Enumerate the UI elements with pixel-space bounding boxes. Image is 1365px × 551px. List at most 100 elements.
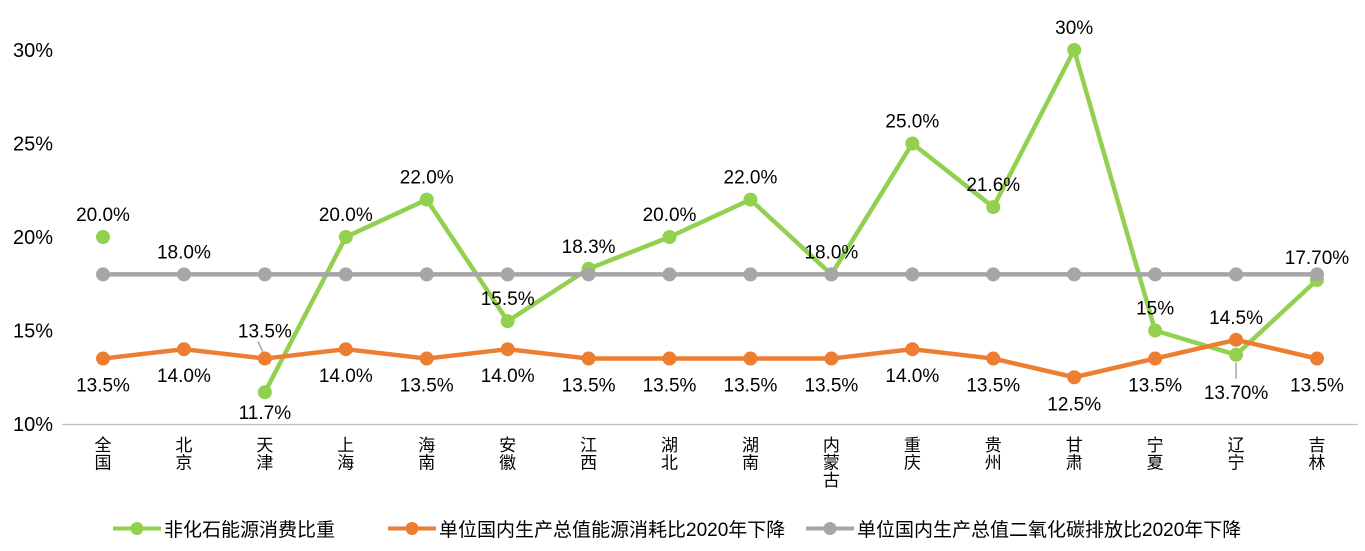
chart-legend: 非化石能源消费比重 单位国内生产总值能源消耗比2020年下降 单位国内生产总值二氧化…	[0, 512, 1365, 546]
series-dot-0	[905, 136, 920, 151]
data-label: 13.5%	[724, 376, 778, 397]
series-dot-1	[1067, 370, 1082, 385]
series-dot-1	[176, 342, 191, 357]
x-axis-category-label: 湖	[661, 436, 678, 455]
data-label: 18.3%	[562, 237, 616, 258]
legend-item-0: 非化石能源消费比重	[113, 512, 335, 544]
series-dot-1	[662, 351, 677, 366]
series-dot-2	[1148, 267, 1163, 282]
data-label: 14.0%	[157, 366, 211, 387]
data-label: 13.5%	[966, 376, 1020, 397]
y-axis-tick-label: 25%	[13, 134, 53, 156]
legend-label: 单位国内生产总值能源消耗比2020年下降	[439, 519, 786, 541]
x-axis-category-label: 南	[418, 454, 435, 473]
legend-item-1: 单位国内生产总值能源消耗比2020年下降	[388, 512, 785, 544]
series-dot-2	[96, 267, 110, 282]
x-axis-category-label: 贵	[985, 436, 1002, 455]
data-label: 13.5%	[1290, 376, 1344, 397]
x-axis-category-label: 古	[823, 471, 840, 490]
data-label: 15%	[1136, 299, 1174, 320]
y-axis-tick-label: 30%	[13, 40, 53, 62]
series-dot-0	[1229, 347, 1244, 362]
series-dot-1	[743, 351, 758, 366]
x-axis-category-label: 重	[904, 436, 921, 455]
series-dot-0	[500, 314, 515, 329]
legend-marker-icon	[388, 521, 436, 535]
data-label: 14.5%	[1209, 308, 1263, 329]
data-label: 22.0%	[724, 168, 778, 189]
series-dot-1	[257, 351, 272, 366]
legend-label: 单位国内生产总值二氧化碳排放比2020年下降	[857, 519, 1242, 541]
x-axis-category-label: 国	[95, 454, 112, 473]
data-label: 13.70%	[1204, 383, 1269, 404]
x-axis-category-label: 湖	[742, 436, 759, 455]
series-dot-1	[824, 351, 839, 366]
x-axis-category-label: 津	[256, 454, 273, 473]
series-dot-0	[662, 230, 677, 244]
legend-marker-icon	[113, 521, 161, 535]
data-label: 13.5%	[238, 322, 292, 343]
series-dot-2	[1229, 267, 1244, 282]
x-axis-category-label: 州	[985, 454, 1002, 473]
series-dot-0	[1148, 323, 1163, 338]
series-dot-2	[824, 267, 839, 282]
x-axis-category-label: 夏	[1147, 454, 1164, 473]
series-dot-0	[986, 200, 1001, 215]
series-dot-0	[338, 230, 353, 244]
legend-marker-icon	[806, 521, 854, 535]
series-dot-1	[581, 351, 596, 366]
data-label: 17.70%	[1285, 248, 1350, 269]
series-dot-1	[1148, 351, 1163, 366]
series-dot-2	[338, 267, 353, 282]
data-label: 14.0%	[885, 366, 939, 387]
x-axis-category-label: 海	[418, 436, 435, 455]
x-axis-category-label: 辽	[1228, 436, 1245, 455]
y-axis-tick-label: 20%	[13, 227, 53, 249]
x-axis-category-label: 甘	[1066, 436, 1083, 455]
x-axis-category-label: 南	[742, 454, 759, 473]
data-label: 13.5%	[643, 376, 697, 397]
x-axis-category-label: 宁	[1228, 454, 1245, 473]
x-axis-category-label: 吉	[1308, 436, 1325, 455]
series-dot-2	[581, 267, 596, 282]
data-label: 11.7%	[239, 403, 292, 424]
series-dot-2	[986, 267, 1001, 282]
series-dot-1	[500, 342, 515, 357]
data-label: 30%	[1055, 18, 1093, 39]
series-dot-0	[743, 192, 758, 207]
data-label: 18.0%	[157, 242, 211, 263]
x-axis-category-label: 安	[499, 436, 516, 455]
data-label: 13.5%	[804, 376, 858, 397]
data-label: 13.5%	[1128, 376, 1182, 397]
legend-item-2: 单位国内生产总值二氧化碳排放比2020年下降	[806, 512, 1241, 544]
label-leader-line	[257, 341, 264, 352]
series-dot-2	[905, 267, 920, 282]
series-dot-2	[257, 267, 272, 282]
y-axis-tick-label: 10%	[13, 414, 53, 436]
x-axis-category-label: 徽	[499, 454, 516, 473]
x-axis-category-label: 全	[95, 436, 112, 455]
series-dot-1	[338, 342, 353, 357]
data-label: 13.5%	[562, 376, 616, 397]
series-dot-0	[257, 385, 272, 400]
x-axis-category-label: 庆	[904, 454, 921, 473]
series-dot-2	[176, 267, 191, 282]
y-axis-tick-label: 15%	[13, 321, 53, 343]
data-label: 15.5%	[481, 289, 535, 310]
x-axis-category-label: 天	[256, 436, 273, 455]
x-axis-category-label: 海	[337, 454, 354, 473]
series-dot-2	[500, 267, 515, 282]
x-axis-category-label: 上	[337, 436, 354, 455]
data-label: 14.0%	[319, 366, 373, 387]
data-label: 25.0%	[885, 112, 939, 133]
series-dot-1	[905, 342, 920, 357]
x-axis-category-label: 林	[1308, 454, 1325, 473]
x-axis-category-label: 江	[580, 436, 597, 455]
series-dot-1	[1229, 332, 1244, 347]
x-axis-category-label: 北	[661, 454, 678, 473]
series-dot-1	[96, 351, 110, 366]
data-label: 14.0%	[481, 366, 535, 387]
series-dot-1	[986, 351, 1001, 366]
series-dot-1	[419, 351, 434, 366]
